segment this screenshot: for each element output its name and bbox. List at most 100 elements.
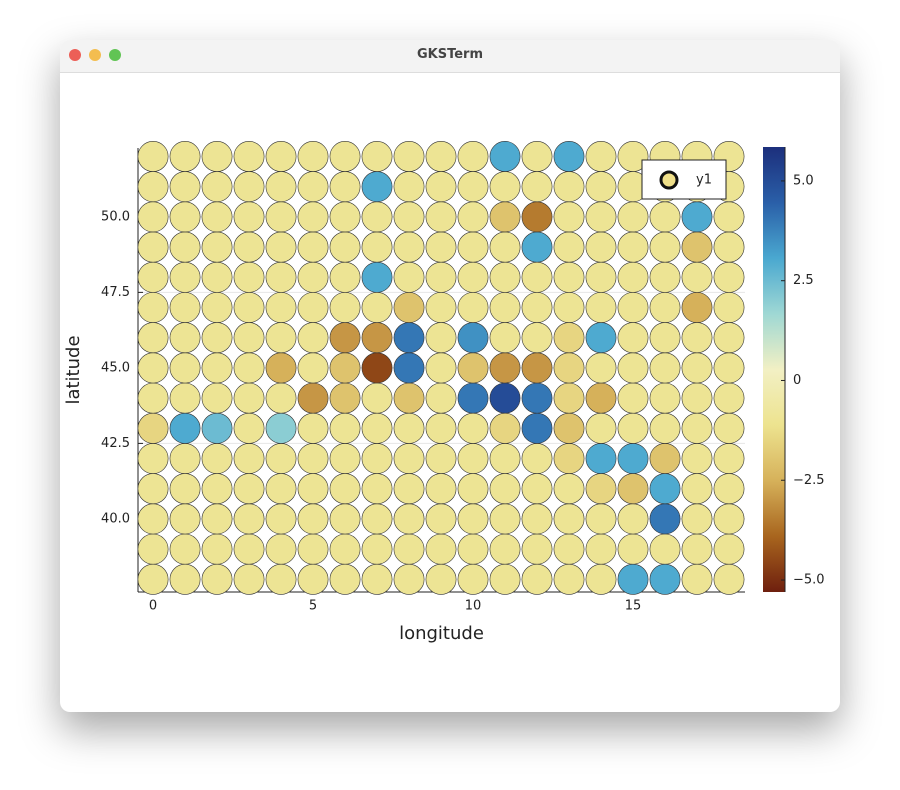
data-point xyxy=(553,171,585,203)
data-point xyxy=(425,533,457,565)
data-point xyxy=(297,171,329,203)
data-point xyxy=(297,412,329,444)
data-point xyxy=(265,382,297,414)
data-point xyxy=(233,171,265,203)
data-point xyxy=(393,443,425,474)
data-point xyxy=(521,563,553,595)
data-point xyxy=(681,563,713,595)
data-point xyxy=(521,292,553,323)
data-point xyxy=(265,563,297,595)
data-point xyxy=(585,473,617,505)
data-point xyxy=(233,443,265,474)
data-point xyxy=(329,563,361,595)
data-point xyxy=(393,503,425,535)
data-point xyxy=(489,473,521,505)
data-point xyxy=(425,261,457,293)
data-point xyxy=(201,503,233,535)
data-point xyxy=(137,171,169,203)
data-point xyxy=(681,382,713,414)
legend-label: y1 xyxy=(696,173,712,188)
data-point xyxy=(489,322,521,354)
data-point xyxy=(425,322,457,354)
data-point xyxy=(233,292,265,323)
data-point xyxy=(649,412,681,444)
data-point xyxy=(169,503,201,535)
data-point xyxy=(521,352,553,384)
data-point xyxy=(361,141,393,172)
data-point xyxy=(361,382,393,414)
data-point xyxy=(201,533,233,565)
data-point xyxy=(457,322,489,354)
data-point xyxy=(233,382,265,414)
data-point xyxy=(425,171,457,203)
data-point xyxy=(457,382,489,414)
data-point xyxy=(265,141,297,172)
data-point xyxy=(233,533,265,565)
data-point xyxy=(201,412,233,444)
data-point xyxy=(489,231,521,263)
data-point xyxy=(297,563,329,595)
data-point xyxy=(297,443,329,474)
data-point xyxy=(521,412,553,444)
data-point xyxy=(681,322,713,354)
data-point xyxy=(137,141,169,172)
zoom-button[interactable] xyxy=(109,49,121,61)
data-point xyxy=(265,443,297,474)
data-point xyxy=(361,563,393,595)
data-point xyxy=(201,473,233,505)
data-point xyxy=(553,201,585,233)
minimize-button[interactable] xyxy=(89,49,101,61)
data-point xyxy=(585,201,617,233)
data-point xyxy=(137,533,169,565)
data-point xyxy=(521,261,553,293)
data-point xyxy=(681,443,713,474)
data-point xyxy=(297,382,329,414)
data-point xyxy=(361,443,393,474)
data-point xyxy=(681,533,713,565)
data-point xyxy=(329,171,361,203)
data-point xyxy=(169,261,201,293)
data-point xyxy=(393,412,425,444)
data-point xyxy=(553,141,585,172)
data-point xyxy=(617,382,649,414)
data-point xyxy=(681,261,713,293)
data-point xyxy=(137,443,169,474)
data-point xyxy=(457,352,489,384)
data-point xyxy=(233,503,265,535)
data-point xyxy=(585,503,617,535)
data-point xyxy=(713,201,745,233)
data-point xyxy=(393,382,425,414)
data-point xyxy=(617,563,649,595)
data-point xyxy=(521,171,553,203)
data-point xyxy=(169,322,201,354)
data-point xyxy=(233,141,265,172)
data-point xyxy=(713,533,745,565)
data-point xyxy=(585,412,617,444)
data-point xyxy=(169,352,201,384)
data-point xyxy=(521,141,553,172)
data-point xyxy=(425,443,457,474)
data-point xyxy=(681,201,713,233)
data-point xyxy=(297,201,329,233)
data-point xyxy=(361,503,393,535)
data-point xyxy=(233,352,265,384)
data-point xyxy=(713,322,745,354)
data-point xyxy=(617,261,649,293)
data-point xyxy=(617,352,649,384)
data-point xyxy=(393,533,425,565)
data-point xyxy=(553,322,585,354)
data-point xyxy=(425,201,457,233)
data-point xyxy=(233,231,265,263)
data-point xyxy=(265,412,297,444)
data-point xyxy=(425,412,457,444)
data-point xyxy=(137,292,169,323)
data-point xyxy=(713,352,745,384)
data-point xyxy=(553,261,585,293)
data-point xyxy=(457,563,489,595)
data-point xyxy=(617,412,649,444)
data-point xyxy=(265,292,297,323)
data-point xyxy=(553,352,585,384)
data-point xyxy=(233,322,265,354)
close-button[interactable] xyxy=(69,49,81,61)
